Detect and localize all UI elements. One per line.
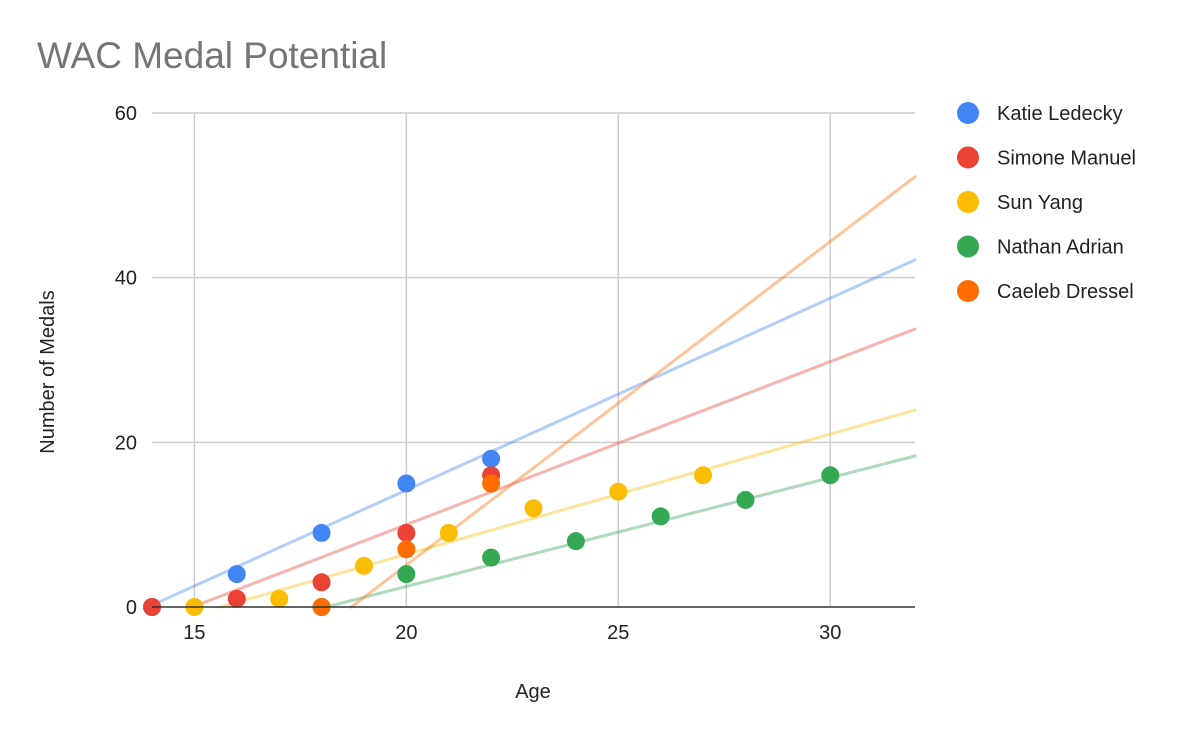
chart-title: WAC Medal Potential — [37, 35, 387, 76]
y-tick-label: 60 — [115, 103, 137, 125]
trendline — [324, 454, 917, 609]
data-point — [312, 573, 331, 592]
data-point — [821, 466, 840, 485]
data-point — [397, 523, 416, 542]
y-tick-label: 0 — [126, 597, 137, 619]
x-tick-label: 20 — [395, 622, 417, 644]
data-point — [397, 474, 416, 493]
data-point — [482, 449, 501, 468]
data-point — [270, 589, 289, 608]
y-tick-label: 20 — [115, 432, 137, 454]
x-axis-title: Age — [515, 681, 551, 703]
data-point — [439, 523, 458, 542]
legend-label: Sun Yang — [997, 192, 1083, 214]
legend-label: Nathan Adrian — [997, 237, 1124, 259]
data-point — [482, 548, 501, 567]
data-point — [397, 565, 416, 584]
data-points — [143, 449, 840, 616]
data-point — [397, 540, 416, 559]
y-tick-label: 40 — [115, 268, 137, 290]
legend-swatch — [957, 280, 979, 302]
data-point — [312, 523, 331, 542]
data-point — [651, 507, 670, 526]
grid — [152, 112, 915, 607]
x-tick-label: 15 — [183, 622, 205, 644]
data-point — [524, 499, 543, 518]
legend: Katie Ledecky Simone Manuel Sun Yang Nathan… — [957, 102, 1136, 303]
trendlines — [150, 175, 917, 609]
data-point — [354, 556, 373, 575]
data-point — [694, 466, 713, 485]
data-point — [482, 474, 501, 493]
data-point — [736, 490, 755, 509]
x-tick-label: 25 — [607, 622, 629, 644]
x-tick-label: 30 — [819, 622, 841, 644]
legend-label: Katie Ledecky — [997, 103, 1123, 125]
data-point — [566, 532, 585, 551]
y-axis-title: Number of Medals — [37, 290, 59, 453]
legend-swatch — [957, 235, 979, 258]
data-point — [609, 482, 628, 501]
legend-label: Simone Manuel — [997, 148, 1136, 170]
data-point — [227, 565, 246, 584]
trendline — [150, 258, 917, 607]
legend-swatch — [957, 146, 979, 169]
legend-swatch — [957, 191, 979, 213]
tick-labels: 0 20 40 60 15 20 25 30 — [115, 103, 842, 644]
legend-label: Caeleb Dressel — [997, 281, 1134, 303]
trendline — [219, 408, 917, 609]
trendline — [190, 327, 917, 609]
legend-swatch — [957, 102, 979, 124]
data-point — [227, 589, 246, 608]
